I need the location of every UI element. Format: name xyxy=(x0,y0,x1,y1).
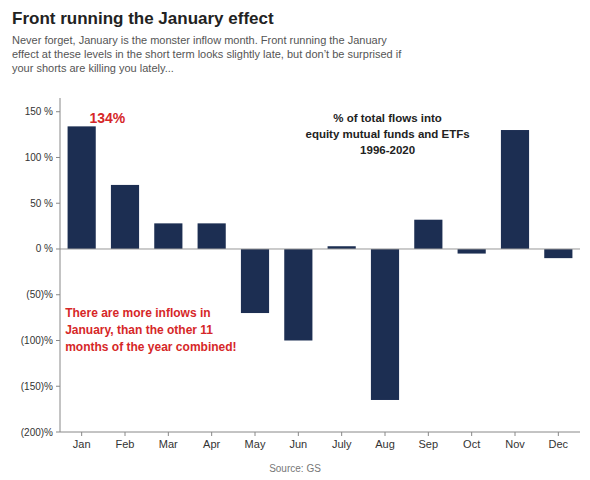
chart-annotation-line: % of total flows into xyxy=(333,112,442,124)
x-tick-label: Oct xyxy=(463,438,480,450)
chart-annotation-line: equity mutual funds and ETFs xyxy=(305,128,469,140)
emphasis-annotation-line: months of the year combined! xyxy=(65,340,236,354)
x-axis-line xyxy=(60,432,580,433)
x-tick-label: Aug xyxy=(375,438,395,450)
x-tick-label: Nov xyxy=(505,438,525,450)
bar xyxy=(198,223,226,249)
bar xyxy=(371,249,399,400)
y-axis: (200)% (150)% (100)% (50)% 0 % 50 % 100 % 150 % xyxy=(21,106,60,437)
x-tick-label: July xyxy=(332,438,352,450)
y-tick xyxy=(56,340,60,341)
emphasis-annotation-line: There are more inflows in xyxy=(65,306,210,320)
zero-line xyxy=(60,248,580,249)
x-tick xyxy=(428,432,429,436)
y-tick xyxy=(56,157,60,158)
x-tick xyxy=(125,432,126,436)
x-tick xyxy=(298,432,299,436)
y-tick-label: 100 % xyxy=(25,152,53,163)
x-tick xyxy=(385,432,386,436)
bar xyxy=(544,249,572,258)
x-tick-label: Jun xyxy=(289,438,307,450)
y-tick-label: 0 % xyxy=(36,243,53,254)
subtitle-line: your shorts are killing you lately... xyxy=(12,62,174,74)
y-tick-label: 50 % xyxy=(30,198,53,209)
bar xyxy=(241,249,269,313)
chart-container: Front running the January effect Never fo… xyxy=(0,0,590,480)
y-tick xyxy=(56,432,60,433)
chart-annotation: % of total flows into equity mutual funds… xyxy=(305,112,469,156)
chart-svg: Front running the January effect Never fo… xyxy=(0,0,590,480)
bar xyxy=(414,220,442,249)
x-tick xyxy=(558,432,559,436)
y-tick-label: (200)% xyxy=(21,427,53,438)
y-tick xyxy=(56,294,60,295)
y-tick-label: (50)% xyxy=(26,289,53,300)
x-axis: Jan Feb Mar Apr May Jun July Aug Sep Oct Nov Dec xyxy=(73,432,569,450)
annotations: % of total flows into equity mutual funds… xyxy=(65,110,470,354)
y-tick xyxy=(56,203,60,204)
x-tick-label: May xyxy=(245,438,266,450)
bar xyxy=(111,185,139,249)
y-tick xyxy=(56,111,60,112)
x-tick xyxy=(81,432,82,436)
bar-annotation: 134% xyxy=(89,110,125,126)
bar xyxy=(154,223,182,249)
emphasis-annotation-line: January, than the other 11 xyxy=(65,323,213,337)
bar xyxy=(458,249,486,254)
y-tick xyxy=(56,386,60,387)
y-axis-line xyxy=(60,98,61,432)
x-tick-label: Dec xyxy=(549,438,569,450)
bar xyxy=(501,130,529,249)
x-tick-label: Mar xyxy=(159,438,178,450)
page: {"chart_data": { "type": "bar", "title":… xyxy=(0,0,590,480)
x-tick xyxy=(255,432,256,436)
x-tick-label: Jan xyxy=(73,438,91,450)
y-tick xyxy=(56,248,60,249)
subtitle-line: Never forget, January is the monster inf… xyxy=(12,34,387,46)
x-tick-label: Sep xyxy=(419,438,439,450)
subtitle-line: effect at these levels in the short term… xyxy=(12,48,402,60)
emphasis-annotation: There are more inflows in January, than t… xyxy=(65,306,236,354)
x-tick xyxy=(168,432,169,436)
x-tick-label: Feb xyxy=(116,438,135,450)
chart-annotation-line: 1996-2020 xyxy=(360,144,415,156)
bar xyxy=(284,249,312,341)
source: Source: GS xyxy=(269,463,321,474)
y-tick-label: (100)% xyxy=(21,335,53,346)
bar xyxy=(68,126,96,249)
subtitle: Never forget, January is the monster inf… xyxy=(12,34,402,74)
bars xyxy=(68,126,573,400)
y-tick-label: (150)% xyxy=(21,381,53,392)
x-tick-label: Apr xyxy=(203,438,220,450)
x-tick xyxy=(211,432,212,436)
title: Front running the January effect xyxy=(12,9,274,28)
x-tick xyxy=(515,432,516,436)
x-tick xyxy=(341,432,342,436)
y-tick-label: 150 % xyxy=(25,106,53,117)
x-tick xyxy=(471,432,472,436)
